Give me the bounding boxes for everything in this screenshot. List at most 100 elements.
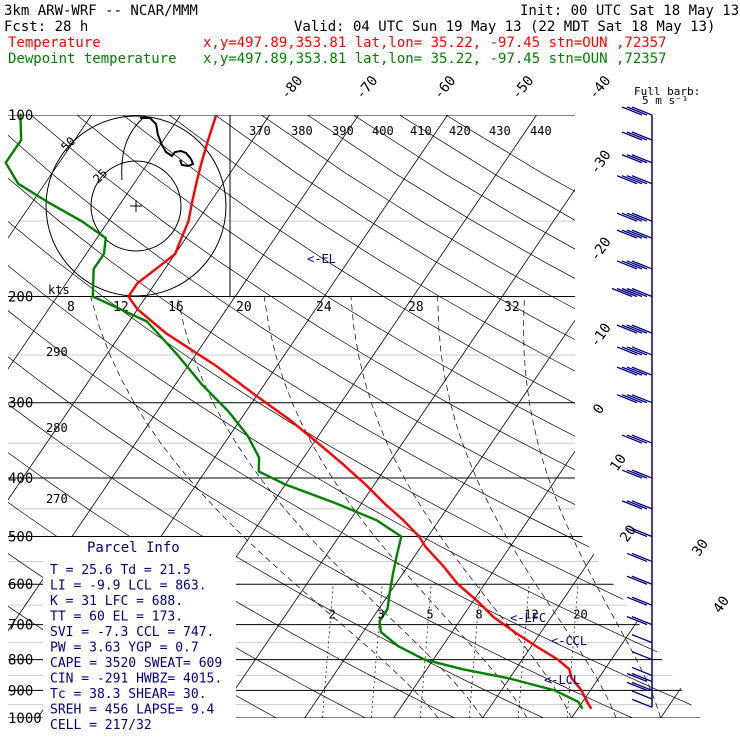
barb-flag bbox=[631, 131, 653, 141]
legend-dewpoint: Dewpoint temperature bbox=[8, 51, 177, 67]
dry-adiabat-line bbox=[76, 115, 700, 718]
theta-label: 370 bbox=[249, 124, 271, 138]
pressure-label: 1000 bbox=[8, 711, 42, 727]
parcel-info-title: Parcel Info bbox=[87, 540, 180, 556]
barb-flag bbox=[631, 346, 653, 356]
level-annotation: <-EL bbox=[307, 252, 336, 266]
moist-adiabat-line bbox=[350, 296, 572, 718]
barb-flag bbox=[631, 175, 653, 185]
level-annotation: <-CCL bbox=[551, 634, 587, 648]
barb-flag bbox=[631, 698, 653, 708]
wind-barb bbox=[621, 434, 653, 444]
barb-flag bbox=[631, 650, 653, 661]
legend-temperature-info: x,y=497.89,353.81 lat,lon= 35.22, -97.45… bbox=[203, 35, 667, 51]
parcel-info-row: PW = 3.63 YGP = 0.7 bbox=[50, 641, 199, 656]
dry-adiabat-line bbox=[214, 115, 700, 718]
barb-flag bbox=[626, 131, 648, 141]
mixing-ratio-line bbox=[419, 584, 432, 718]
parcel-info-row: SVI = -7.3 CCL = 747. bbox=[50, 625, 214, 640]
legend-dewpoint-info: x,y=497.89,353.81 lat,lon= 35.22, -97.45… bbox=[203, 51, 667, 67]
isotherm-label: -60 bbox=[431, 73, 460, 103]
wind-barb bbox=[621, 500, 653, 510]
hodo-ring-label: 24 bbox=[316, 300, 332, 315]
barb-flag bbox=[631, 260, 653, 270]
barb-flag bbox=[626, 527, 648, 538]
barb-flag bbox=[626, 175, 648, 185]
barb-flag bbox=[631, 469, 653, 479]
theta-e-label: 290 bbox=[46, 345, 68, 359]
barb-flag bbox=[616, 324, 638, 334]
barb-flag bbox=[626, 212, 648, 222]
barb-flag bbox=[621, 366, 643, 376]
isotherm-label: -70 bbox=[353, 73, 382, 103]
wind-barb bbox=[631, 666, 653, 677]
wind-barb bbox=[626, 575, 653, 585]
barb-flag bbox=[631, 500, 653, 510]
mixing-ratio-label: 5 bbox=[426, 608, 433, 622]
barb-flag bbox=[621, 106, 643, 116]
barb-flag bbox=[631, 212, 653, 222]
temperature-profile bbox=[127, 114, 593, 710]
moist-adiabat-line bbox=[606, 296, 700, 718]
moist-adiabat-line bbox=[176, 296, 483, 718]
theta-label: 430 bbox=[489, 124, 511, 138]
barb-flag bbox=[621, 469, 643, 479]
parcel-info-row: CELL = 217/32 bbox=[50, 718, 152, 733]
parcel-info-row: SREH = 456 LAPSE= 9.4 bbox=[50, 703, 215, 718]
isotherm-label: -10 bbox=[587, 320, 615, 350]
moist-adiabat-line bbox=[523, 296, 661, 718]
parcel-info-row: T = 25.6 Td = 21.5 bbox=[50, 563, 191, 578]
barb-flag bbox=[621, 229, 643, 239]
level-annotation: <-LFC bbox=[510, 611, 546, 625]
barb-flag bbox=[631, 575, 653, 585]
barb-flag bbox=[621, 212, 643, 222]
barb-flag bbox=[626, 346, 648, 356]
isotherm-line bbox=[393, 115, 700, 718]
level-annotation: <-LCL bbox=[544, 673, 580, 687]
barb-flag bbox=[626, 500, 648, 510]
isotherm-line bbox=[8, 115, 92, 718]
theta-label: 400 bbox=[372, 124, 394, 138]
isotherm-label: -40 bbox=[586, 73, 615, 103]
wind-barb bbox=[626, 552, 653, 563]
barb-flag bbox=[616, 346, 638, 356]
wind-barb bbox=[616, 366, 653, 376]
wind-barb bbox=[616, 394, 653, 404]
parcel-info-row: CAPE = 3520 SWEAT= 609 bbox=[50, 656, 222, 671]
barb-flag bbox=[631, 154, 653, 164]
pressure-label: 100 bbox=[8, 108, 33, 124]
wind-barb bbox=[631, 698, 653, 708]
barb-flag bbox=[626, 552, 648, 563]
isotherm-label: 30 bbox=[689, 536, 712, 559]
barb-flag bbox=[621, 154, 643, 164]
barb-flag bbox=[616, 287, 638, 298]
header-init: Init: 00 UTC Sat 18 May 13 bbox=[520, 3, 739, 19]
barb-flag bbox=[621, 287, 643, 298]
dry-adiabat-line bbox=[122, 115, 700, 718]
barb-flag bbox=[626, 324, 648, 334]
mixing-ratio-line bbox=[517, 584, 530, 718]
barb-flag bbox=[626, 469, 648, 479]
isotherm-label: -80 bbox=[278, 73, 307, 103]
barb-flag bbox=[611, 287, 633, 298]
barb-flag bbox=[616, 175, 638, 185]
barb-flag bbox=[616, 394, 638, 404]
theta-label: 390 bbox=[332, 124, 354, 138]
barb-flag bbox=[626, 672, 648, 683]
full-barb-units: 5 m s⁻¹ bbox=[642, 94, 688, 107]
barb-flag bbox=[626, 681, 648, 692]
pressure-label: 700 bbox=[8, 618, 33, 634]
barb-flag bbox=[626, 596, 648, 606]
barb-flag bbox=[626, 106, 648, 116]
pressure-label: 500 bbox=[8, 529, 33, 545]
wind-barb bbox=[626, 615, 653, 626]
barb-flag bbox=[621, 131, 643, 141]
legend-temperature: Temperature bbox=[8, 35, 101, 51]
parcel-info-row: LI = -9.9 LCL = 863. bbox=[50, 579, 207, 594]
isotherm-line bbox=[8, 115, 181, 718]
wind-barb bbox=[626, 527, 653, 538]
barb-flag bbox=[616, 229, 638, 239]
barb-flag bbox=[631, 681, 653, 692]
mixing-ratio-label: 8 bbox=[475, 608, 482, 622]
